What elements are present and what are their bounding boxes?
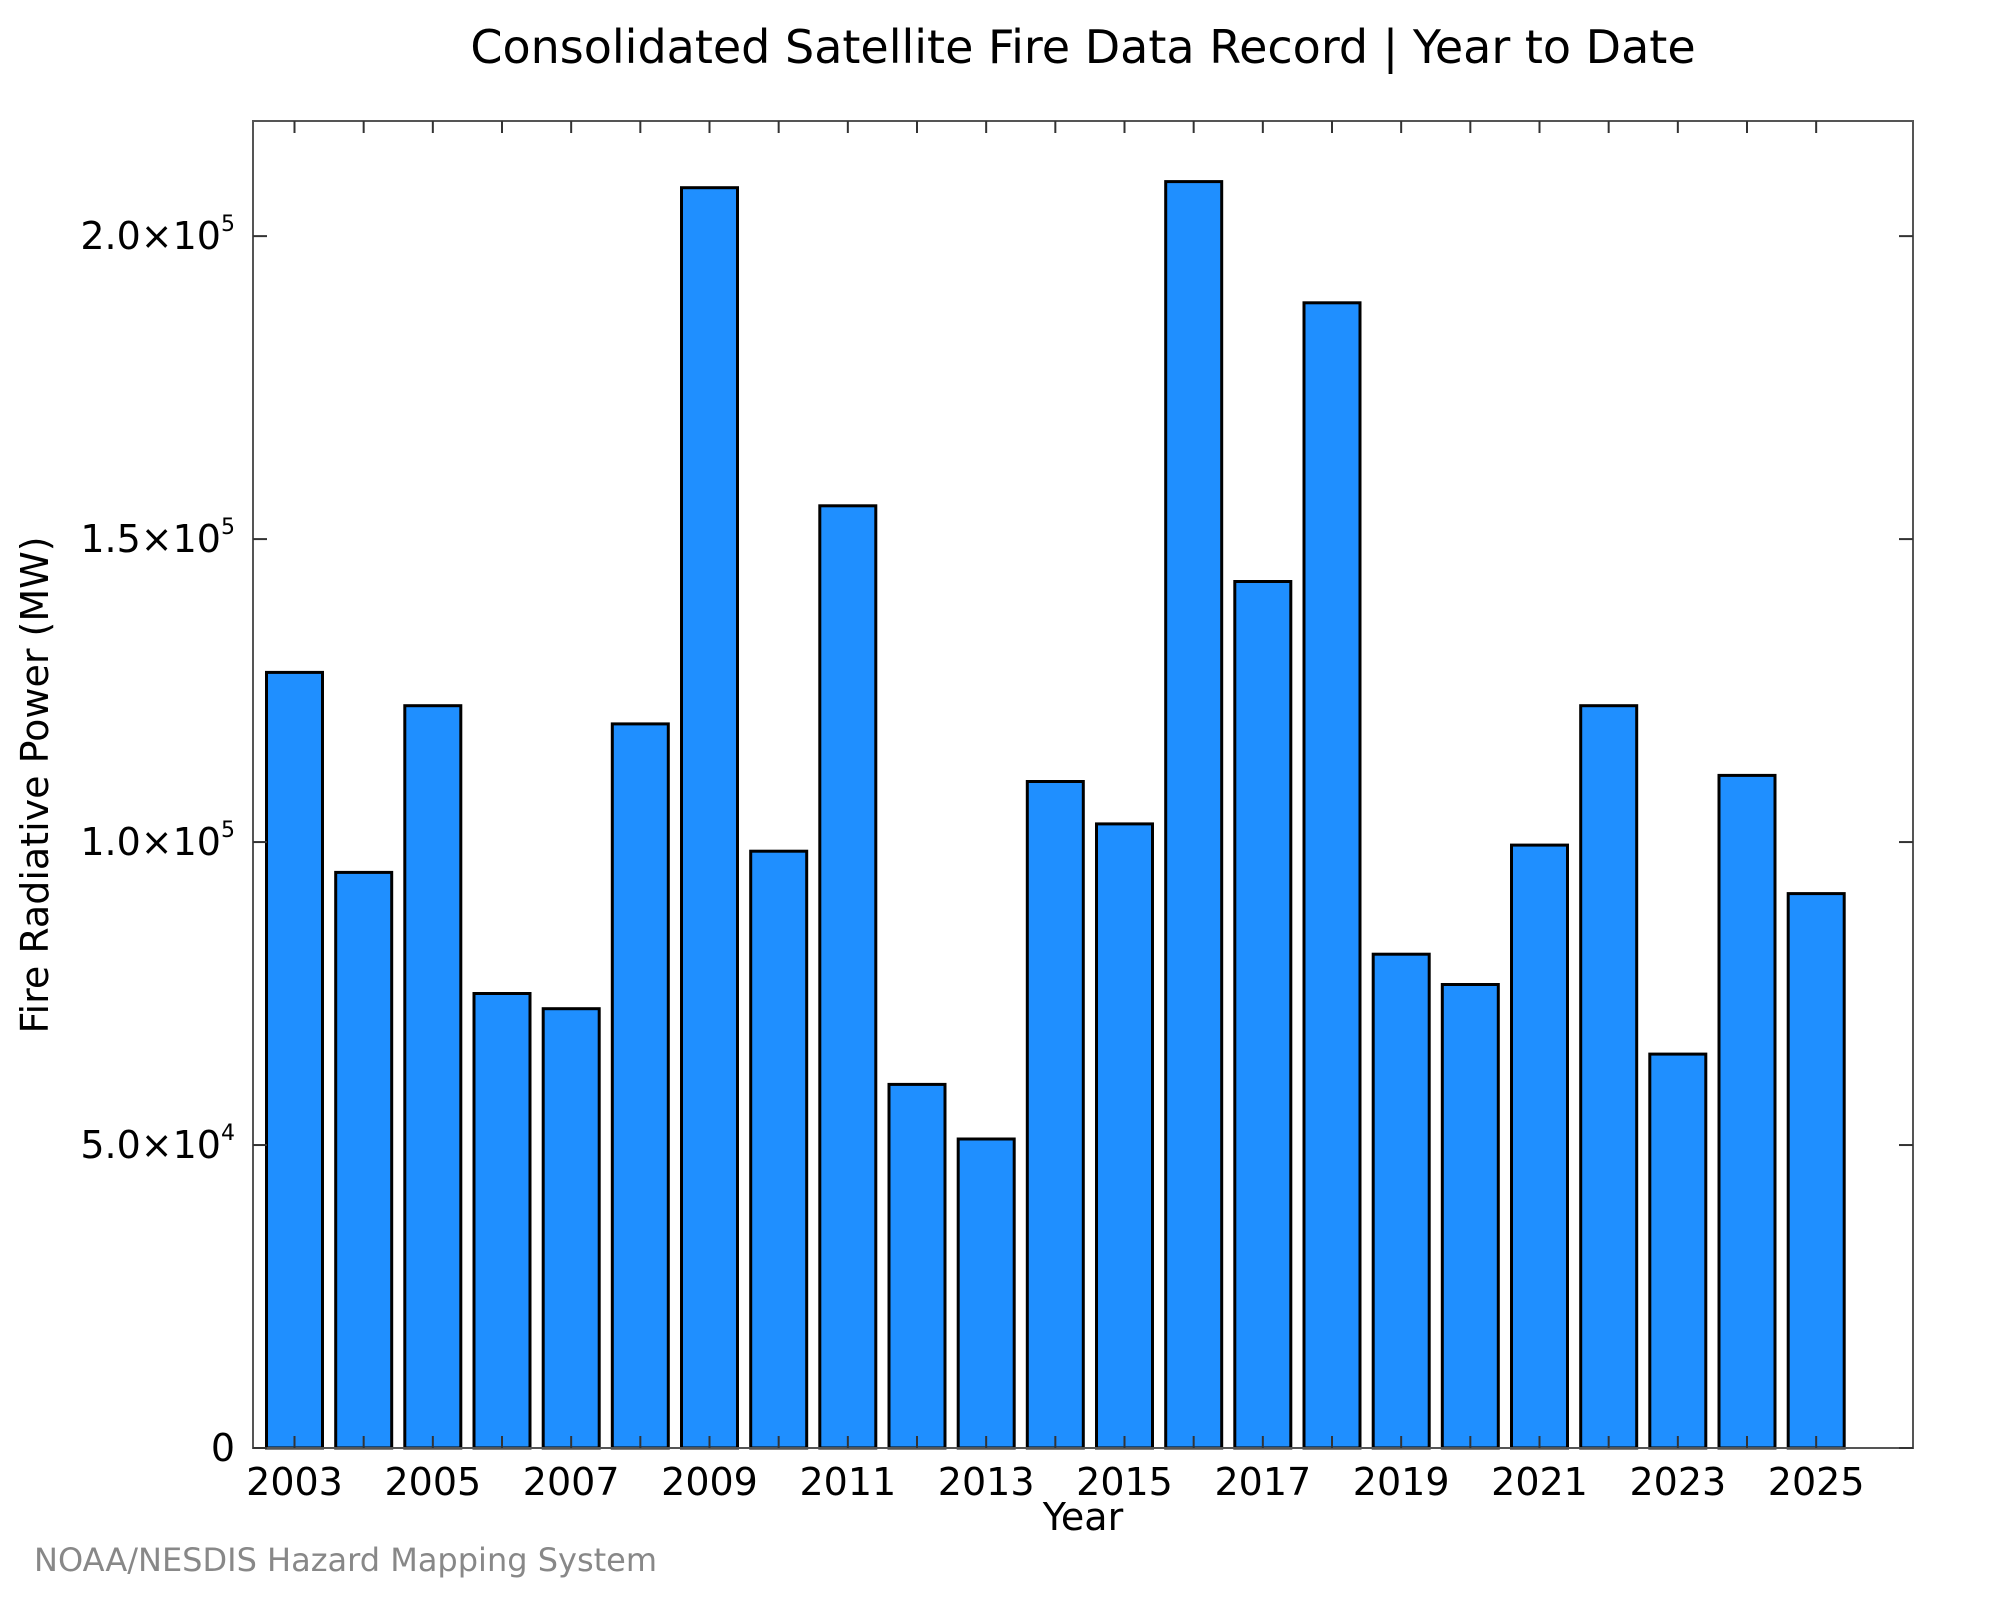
source-credit: NOAA/NESDIS Hazard Mapping System	[34, 1541, 657, 1579]
y-axis-ticks: 0 5.0×104 1.0×105 1.5×105 2.0×105	[80, 212, 1913, 1470]
bar-2017	[1233, 580, 1293, 1450]
x-tick-label-2009: 2009	[661, 1460, 758, 1504]
y-tick-label-150000: 1.5×105	[80, 515, 235, 561]
bar-2016	[1164, 180, 1224, 1450]
y-tick-label-200000: 2.0×105	[80, 212, 235, 258]
y-tick-label-0: 0	[211, 1426, 235, 1470]
x-tick-label-2017: 2017	[1214, 1460, 1311, 1504]
bar-2010	[749, 849, 809, 1450]
bar-2006	[472, 992, 532, 1450]
plot-frame	[252, 120, 1914, 1449]
bar-2011	[818, 504, 878, 1450]
x-axis-label: Year	[1042, 1495, 1124, 1539]
x-tick-label-2023: 2023	[1629, 1460, 1726, 1504]
bar-2005	[403, 704, 463, 1450]
x-tick-label-2011: 2011	[799, 1460, 896, 1504]
bar-2019	[1371, 952, 1431, 1450]
y-axis-label: Fire Radiative Power (MW)	[13, 536, 57, 1033]
bar-2022	[1579, 704, 1639, 1450]
bars-group	[265, 180, 1846, 1450]
bar-2014	[1025, 780, 1085, 1450]
y-tick-label-50000: 5.0×104	[80, 1121, 235, 1167]
chart-title: Consolidated Satellite Fire Data Record …	[470, 20, 1695, 75]
bar-2024	[1717, 773, 1777, 1450]
bar-2023	[1648, 1052, 1708, 1450]
x-tick-label-2015: 2015	[1076, 1460, 1173, 1504]
x-axis-ticks: 2003 2005 2007 2009 2011 2013 2015 2017 2019 2021…	[246, 121, 1865, 1504]
x-tick-label-2003: 2003	[246, 1460, 343, 1504]
bar-2013	[956, 1137, 1016, 1450]
bar-2021	[1510, 843, 1569, 1450]
bar-2003	[265, 670, 324, 1450]
bar-2025	[1786, 892, 1846, 1450]
bar-2008	[610, 722, 670, 1450]
x-tick-label-2019: 2019	[1353, 1460, 1450, 1504]
x-tick-label-2021: 2021	[1491, 1460, 1588, 1504]
bar-2015	[1095, 822, 1154, 1450]
bar-2012	[887, 1082, 947, 1450]
bar-2018	[1302, 301, 1362, 1450]
bar-2007	[541, 1007, 601, 1450]
x-tick-label-2025: 2025	[1768, 1460, 1865, 1504]
x-tick-label-2005: 2005	[384, 1460, 481, 1504]
x-tick-label-2007: 2007	[523, 1460, 620, 1504]
bar-2004	[334, 870, 394, 1450]
bar-2009	[680, 186, 739, 1450]
y-tick-label-100000: 1.0×105	[80, 818, 235, 864]
x-tick-label-2013: 2013	[938, 1460, 1035, 1504]
bar-2020	[1440, 983, 1500, 1450]
